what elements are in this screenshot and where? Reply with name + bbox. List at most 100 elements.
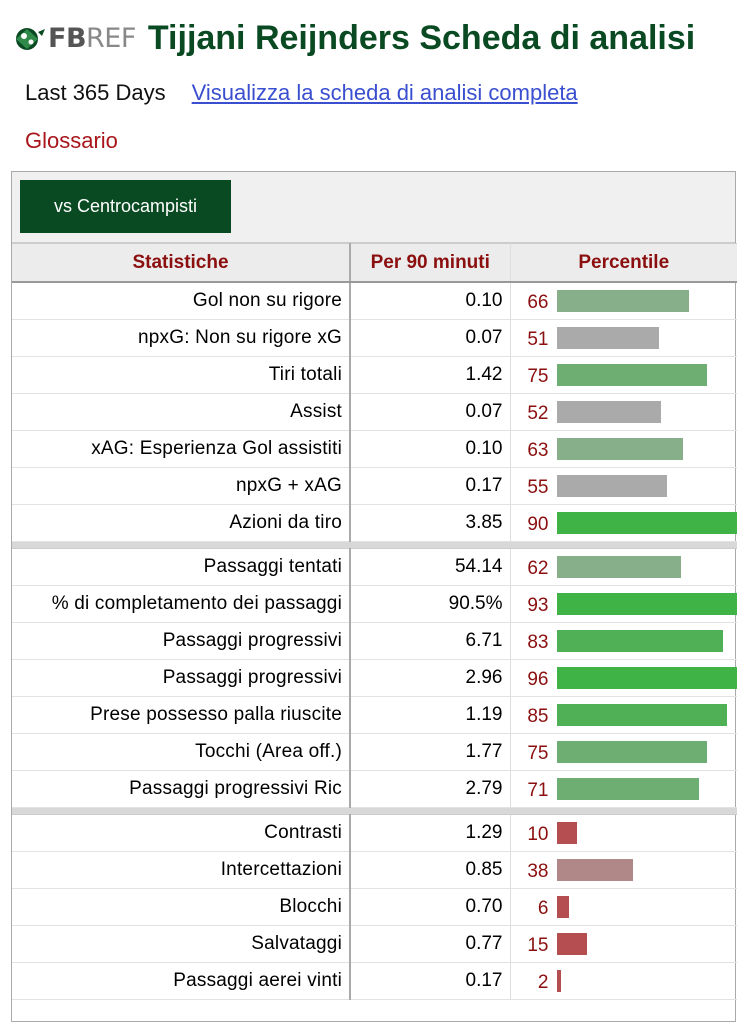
percentile-bar — [556, 511, 737, 534]
table-row: npxG: Non su rigore xG 0.07 51 — [12, 319, 737, 357]
stat-name: Intercettazioni — [12, 851, 351, 889]
stat-name: Azioni da tiro — [12, 504, 351, 542]
column-header-percentile[interactable]: Percentile — [510, 243, 737, 283]
percentile-cell: 63 — [510, 430, 737, 468]
stat-name: xAG: Esperienza Gol assistiti — [12, 430, 351, 468]
per90-value: 0.17 — [350, 467, 511, 505]
percentile-value: 10 — [527, 823, 549, 845]
per90-value: 0.10 — [350, 430, 511, 468]
percentile-cell: 90 — [510, 504, 737, 542]
subheader: Last 365 Days Visualizza la scheda di ana… — [25, 80, 578, 106]
percentile-bar — [556, 592, 737, 615]
table-header-row: Statistiche Per 90 minuti Percentile — [12, 243, 737, 283]
per90-value: 2.79 — [350, 770, 511, 808]
percentile-value: 2 — [537, 971, 549, 993]
group-separator — [12, 807, 737, 815]
stats-table-body: Gol non su rigore 0.10 66 npxG: Non su rigo… — [12, 282, 737, 1000]
percentile-cell: 51 — [510, 319, 737, 357]
stat-name: Prese possesso palla riuscite — [12, 696, 351, 734]
percentile-bar — [556, 703, 727, 726]
percentile-cell: 6 — [510, 888, 737, 926]
percentile-cell: 83 — [510, 622, 737, 660]
table-row: xAG: Esperienza Gol assistiti 0.10 63 — [12, 430, 737, 468]
percentile-value: 75 — [527, 742, 549, 764]
tab-vs-midfielders[interactable]: vs Centrocampisti — [20, 180, 231, 233]
stat-name: Tiri totali — [12, 356, 351, 394]
percentile-bar — [556, 400, 661, 423]
group-separator — [12, 541, 737, 549]
fbref-logo-text: FBREF — [48, 22, 136, 54]
column-header-per90[interactable]: Per 90 minuti — [350, 243, 511, 283]
stat-name: Blocchi — [12, 888, 351, 926]
percentile-value: 6 — [537, 897, 549, 919]
percentile-cell: 10 — [510, 814, 737, 852]
per90-value: 1.77 — [350, 733, 511, 771]
percentile-cell: 71 — [510, 770, 737, 808]
percentile-bar — [556, 363, 707, 386]
table-row: Intercettazioni 0.85 38 — [12, 851, 737, 889]
table-row: Gol non su rigore 0.10 66 — [12, 282, 737, 320]
stat-name: npxG + xAG — [12, 467, 351, 505]
percentile-bar — [556, 777, 699, 800]
percentile-bar — [556, 666, 737, 689]
table-row: Tocchi (Area off.) 1.77 75 — [12, 733, 737, 771]
per90-value: 2.96 — [350, 659, 511, 697]
percentile-cell: 66 — [510, 282, 737, 320]
percentile-bar — [556, 821, 577, 844]
percentile-value: 52 — [527, 402, 549, 424]
table-row: Passaggi aerei vinti 0.17 2 — [12, 962, 737, 1000]
table-row: Assist 0.07 52 — [12, 393, 737, 431]
percentile-cell: 2 — [510, 962, 737, 1000]
fbref-logo[interactable]: FBREF — [12, 14, 136, 62]
percentile-cell: 38 — [510, 851, 737, 889]
per90-value: 1.42 — [350, 356, 511, 394]
percentile-bar — [556, 555, 681, 578]
per90-value: 0.10 — [350, 282, 511, 320]
page-title: Tijjani Reijnders Scheda di analisi — [147, 18, 696, 57]
per90-value: 3.85 — [350, 504, 511, 542]
percentile-cell: 55 — [510, 467, 737, 505]
period-label: Last 365 Days — [25, 80, 166, 105]
percentile-value: 51 — [527, 328, 549, 350]
stats-table: Statistiche Per 90 minuti Percentile Gol… — [12, 243, 737, 1000]
percentile-value: 55 — [527, 476, 549, 498]
stat-name: Tocchi (Area off.) — [12, 733, 351, 771]
percentile-cell: 75 — [510, 733, 737, 771]
percentile-value: 90 — [527, 513, 549, 535]
percentile-value: 71 — [527, 779, 549, 801]
stat-name: % di completamento dei passaggi — [12, 585, 351, 623]
per90-value: 0.85 — [350, 851, 511, 889]
column-header-stat[interactable]: Statistiche — [12, 243, 351, 283]
per90-value: 0.77 — [350, 925, 511, 963]
percentile-cell: 85 — [510, 696, 737, 734]
stat-name: Assist — [12, 393, 351, 431]
separator-cell — [12, 807, 737, 815]
table-row: % di completamento dei passaggi 90.5% 93 — [12, 585, 737, 623]
stat-name: Passaggi progressivi — [12, 659, 351, 697]
percentile-bar — [556, 969, 561, 992]
stat-name: Passaggi progressivi — [12, 622, 351, 660]
separator-cell — [12, 541, 737, 549]
table-row: Azioni da tiro 3.85 90 — [12, 504, 737, 542]
stat-name: Contrasti — [12, 814, 351, 852]
page-header: FBREF Tijjani Reijnders Scheda di analis… — [12, 14, 695, 62]
per90-value: 54.14 — [350, 548, 511, 586]
percentile-value: 66 — [527, 292, 549, 313]
scouting-report-card: vs Centrocampisti Statistiche Per 90 min… — [11, 171, 737, 1022]
glossary-link[interactable]: Glossario — [25, 128, 118, 153]
percentile-cell: 93 — [510, 585, 737, 623]
full-report-link[interactable]: Visualizza la scheda di analisi completa — [191, 80, 578, 105]
per90-value: 0.07 — [350, 393, 511, 431]
stat-name: Gol non su rigore — [12, 282, 351, 320]
percentile-cell: 62 — [510, 548, 737, 586]
per90-value: 0.17 — [350, 962, 511, 1000]
percentile-value: 75 — [527, 365, 549, 387]
percentile-value: 38 — [527, 860, 549, 882]
percentile-bar — [556, 629, 723, 652]
percentile-value: 85 — [527, 705, 549, 727]
percentile-bar — [556, 290, 689, 312]
per90-value: 0.07 — [350, 319, 511, 357]
stat-name: npxG: Non su rigore xG — [12, 319, 351, 357]
percentile-bar — [556, 326, 659, 349]
per90-value: 0.70 — [350, 888, 511, 926]
